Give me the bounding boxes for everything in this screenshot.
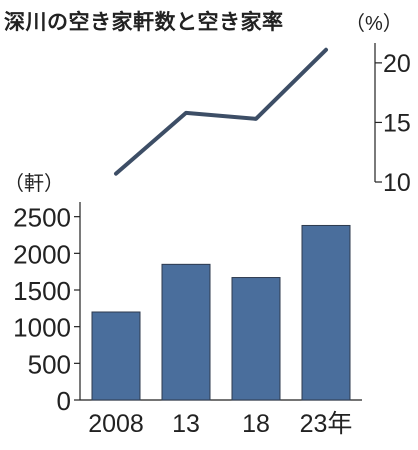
count-tick-label: 0 [57, 386, 71, 416]
count-bar-chart: （軒） 0 500 1000 1500 2000 2500 2008 13 18 23年 [4, 172, 362, 438]
count-tick-label: 500 [28, 349, 71, 379]
count-tick-label: 1000 [13, 313, 71, 343]
x-tick-label: 18 [242, 410, 270, 438]
x-tick-label: 2008 [88, 410, 144, 438]
count-tick-label: 2500 [13, 203, 71, 233]
count-bar [161, 263, 211, 401]
count-bar [301, 224, 351, 401]
chart-title: 深川の空き家軒数と空き家率 [4, 11, 284, 34]
rate-series-line [114, 47, 328, 176]
rate-line-chart: （%） 10 15 20 [114, 12, 411, 197]
count-bar [231, 277, 281, 401]
count-bar [91, 311, 141, 401]
x-tick-label: 23年 [300, 410, 353, 438]
x-tick-label: 13 [172, 410, 200, 438]
rate-tick-label: 15 [383, 109, 411, 137]
count-tick-label: 1500 [13, 276, 71, 306]
count-tick-label: 2000 [13, 239, 71, 269]
count-unit-label: （軒） [4, 172, 64, 195]
rate-tick-label: 10 [383, 169, 411, 197]
rate-tick-label: 20 [383, 50, 411, 78]
rate-unit-label: （%） [345, 12, 403, 35]
